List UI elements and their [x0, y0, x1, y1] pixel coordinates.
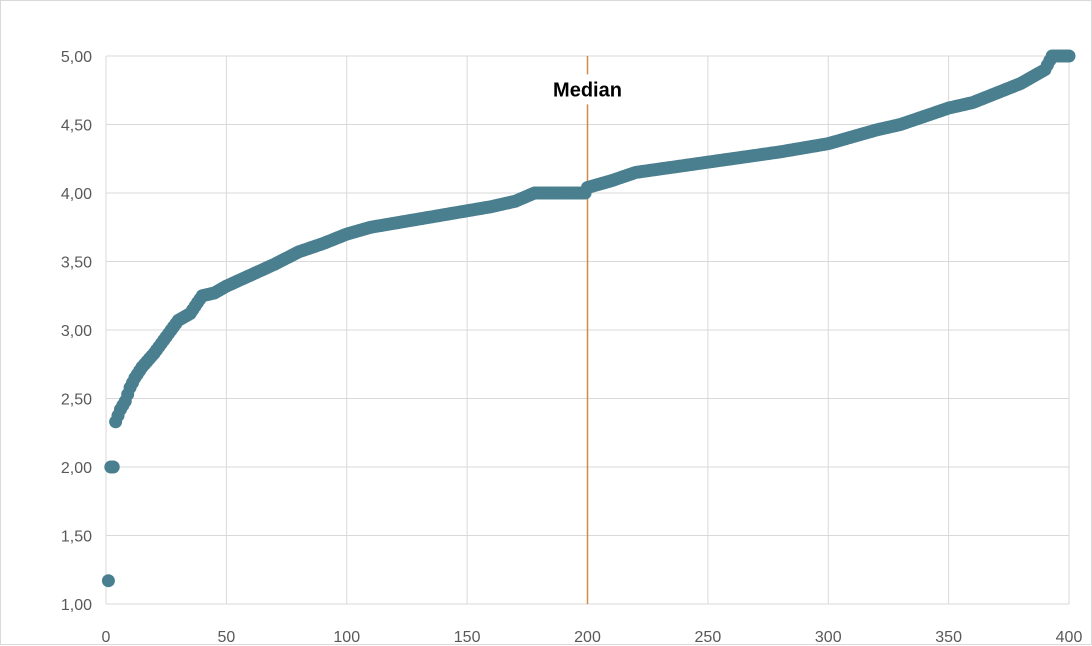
x-axis-tick-labels: 0 50 100 150 200 250 300 350 400	[102, 629, 1083, 646]
x-tick-label: 100	[333, 629, 360, 646]
x-tick-label: 350	[935, 629, 962, 646]
y-tick-label: 5,00	[61, 49, 92, 66]
y-tick-label: 4,00	[61, 186, 92, 203]
data-point	[101, 574, 115, 588]
y-axis-tick-labels: 1,00 1,50 2,00 2,50 3,00 3,50 4,00 4,50 5,00	[61, 49, 92, 614]
y-tick-label: 1,50	[61, 529, 92, 546]
x-tick-label: 150	[454, 629, 481, 646]
x-tick-label: 50	[217, 629, 235, 646]
y-tick-label: 3,00	[61, 323, 92, 340]
x-tick-label: 250	[695, 629, 722, 646]
y-tick-label: 2,50	[61, 392, 92, 409]
data-point	[1062, 49, 1076, 63]
median-label-background	[537, 74, 638, 105]
x-tick-label: 0	[102, 629, 111, 646]
data-point	[106, 460, 120, 474]
median-label: Median	[553, 79, 622, 101]
y-tick-label: 3,50	[61, 255, 92, 272]
x-tick-label: 400	[1056, 629, 1083, 646]
y-tick-label: 4,50	[61, 118, 92, 135]
annotation-layer: Median	[537, 74, 638, 105]
y-tick-label: 2,00	[61, 460, 92, 477]
y-tick-label: 1,00	[61, 597, 92, 614]
x-tick-label: 300	[815, 629, 842, 646]
x-tick-label: 200	[574, 629, 601, 646]
points-layer	[101, 49, 1076, 588]
